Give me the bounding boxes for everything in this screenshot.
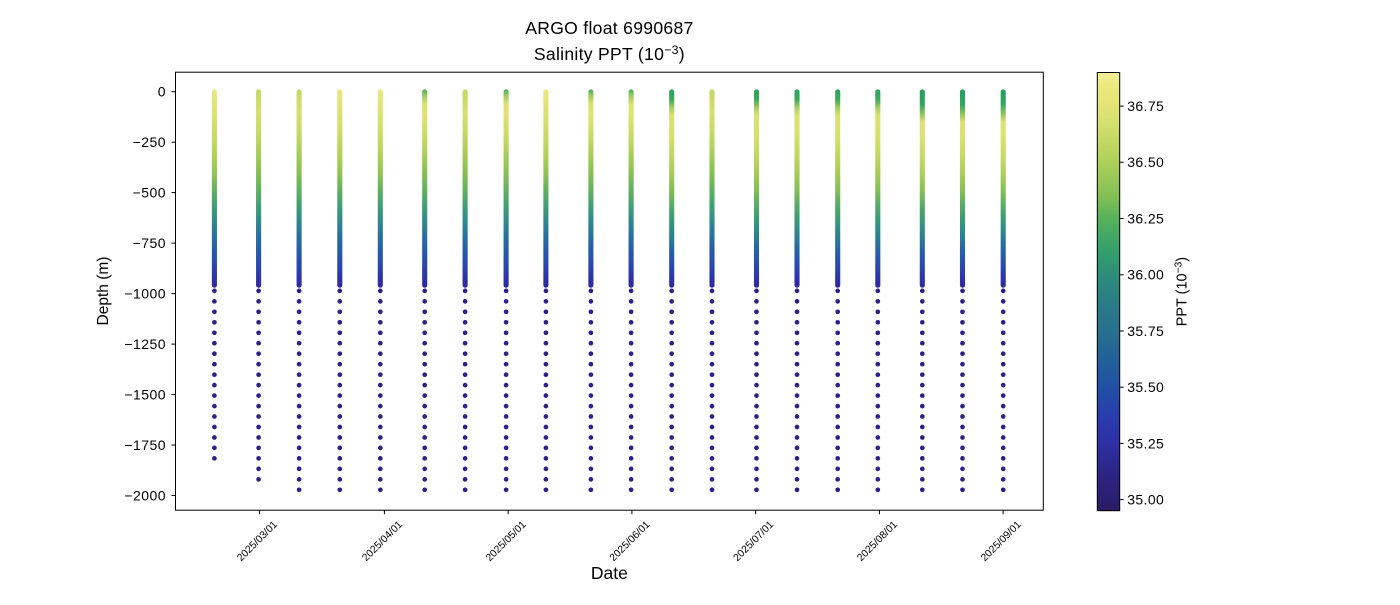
svg-text:−1750: −1750	[124, 437, 166, 453]
svg-text:35.25: 35.25	[1127, 435, 1164, 451]
svg-text:36.75: 36.75	[1127, 98, 1164, 114]
svg-text:Date: Date	[591, 563, 628, 583]
svg-text:Depth (m): Depth (m)	[95, 257, 112, 326]
svg-text:36.50: 36.50	[1127, 154, 1164, 170]
svg-text:36.25: 36.25	[1127, 210, 1164, 226]
svg-text:−2000: −2000	[124, 487, 166, 503]
svg-text:PPT (10−3): PPT (10−3)	[1174, 257, 1191, 326]
svg-text:35.00: 35.00	[1127, 492, 1164, 508]
svg-text:−250: −250	[133, 134, 166, 150]
svg-text:−1000: −1000	[124, 286, 166, 302]
svg-text:−500: −500	[133, 185, 166, 201]
svg-text:−750: −750	[133, 235, 166, 251]
svg-text:36.00: 36.00	[1127, 267, 1164, 283]
svg-text:ARGO float 6990687: ARGO float 6990687	[525, 18, 693, 38]
svg-text:−1500: −1500	[124, 386, 166, 402]
svg-text:−1250: −1250	[124, 336, 166, 352]
svg-text:Salinity PPT (10−3): Salinity PPT (10−3)	[534, 43, 685, 64]
svg-text:35.75: 35.75	[1127, 323, 1164, 339]
svg-text:0: 0	[158, 84, 166, 100]
svg-text:35.50: 35.50	[1127, 379, 1164, 395]
